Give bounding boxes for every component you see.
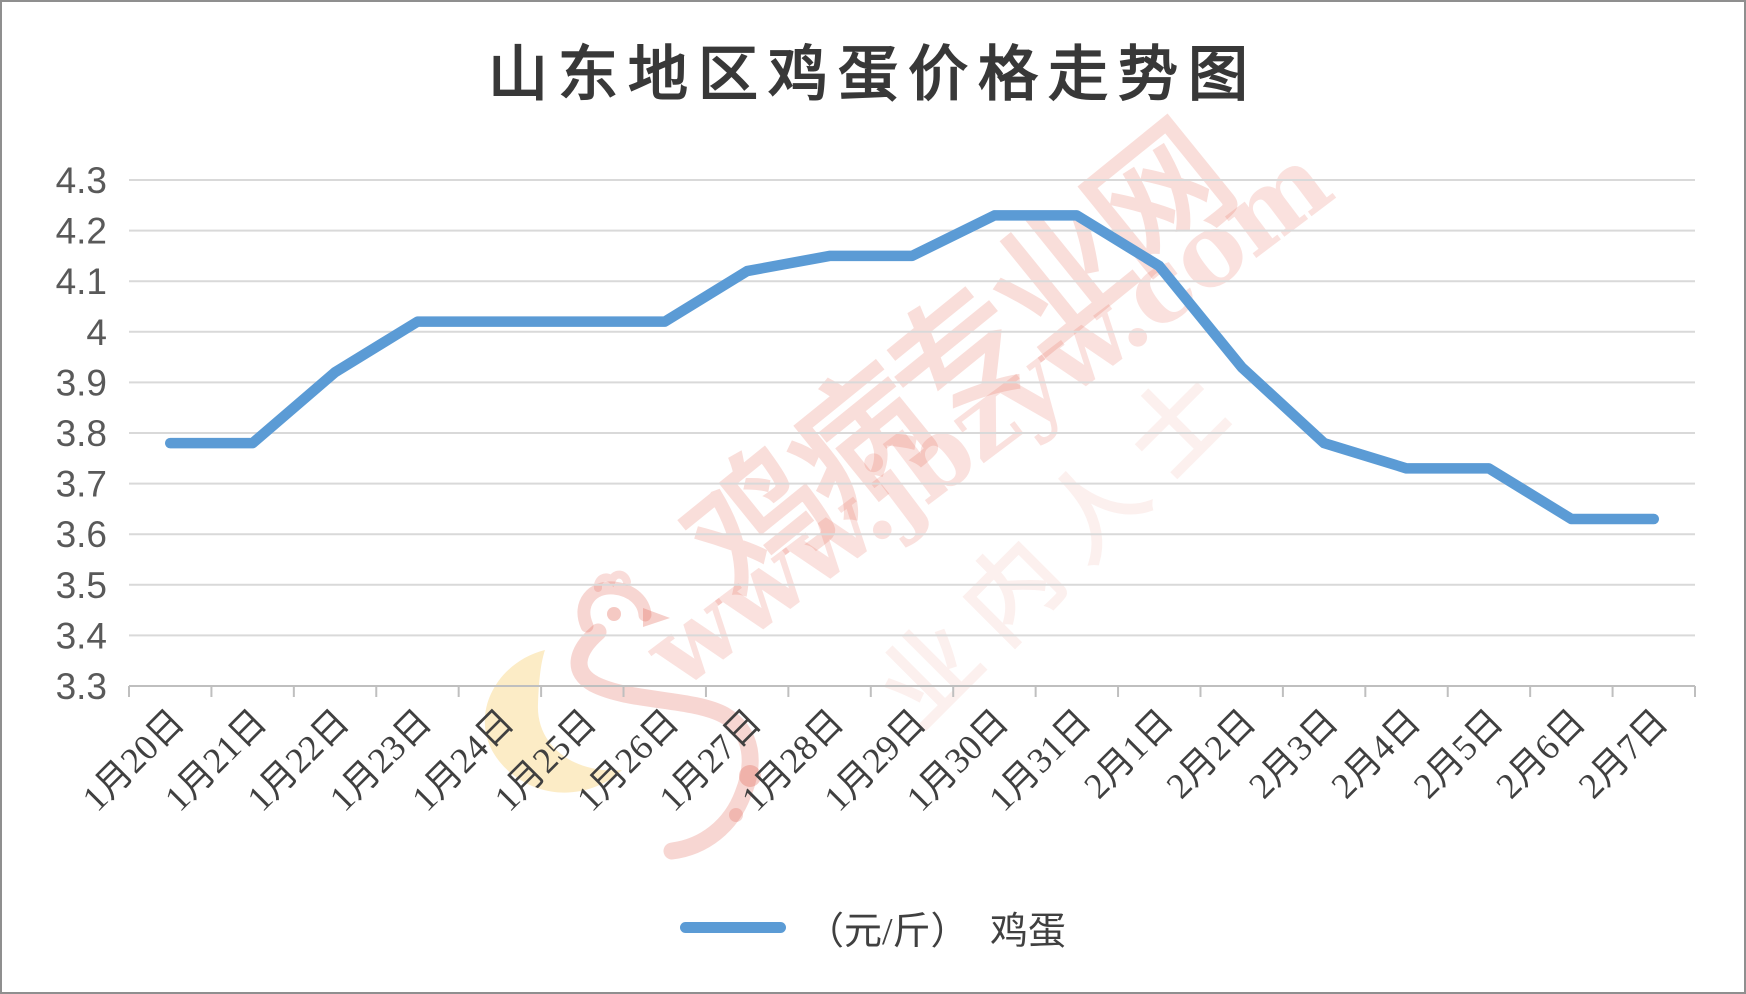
y-tick-label: 4 [86,312,107,353]
legend-line-swatch [679,922,786,933]
y-tick-label: 3.5 [56,565,107,606]
x-category-label: 2月4日 [1324,701,1429,806]
y-tick-label: 4.3 [56,160,107,201]
y-tick-label: 3.6 [56,514,107,555]
y-tick-label: 4.2 [56,211,107,252]
x-category-label: 2月6日 [1488,701,1593,806]
legend: （元/斤） 鸡蛋 [2,900,1744,955]
y-tick-label: 3.4 [56,615,107,656]
x-category-label: 2月1日 [1076,701,1181,806]
x-category-label: 2月7日 [1571,701,1676,806]
x-category-label: 2月2日 [1159,701,1264,806]
egg-price-series-line [164,210,1660,525]
y-tick-label: 3.3 [56,666,107,707]
y-tick-label: 3.9 [56,362,107,403]
y-tick-label: 4.1 [56,261,107,302]
y-tick-label: 3.7 [56,464,107,505]
x-category-label: 2月3日 [1241,701,1346,806]
chart-title: 山东地区鸡蛋价格走势图 [488,42,1258,108]
y-tick-label: 3.8 [56,413,107,454]
legend-series-label: （元/斤） 鸡蛋 [805,911,1067,953]
x-category-label: 2月5日 [1406,701,1511,806]
